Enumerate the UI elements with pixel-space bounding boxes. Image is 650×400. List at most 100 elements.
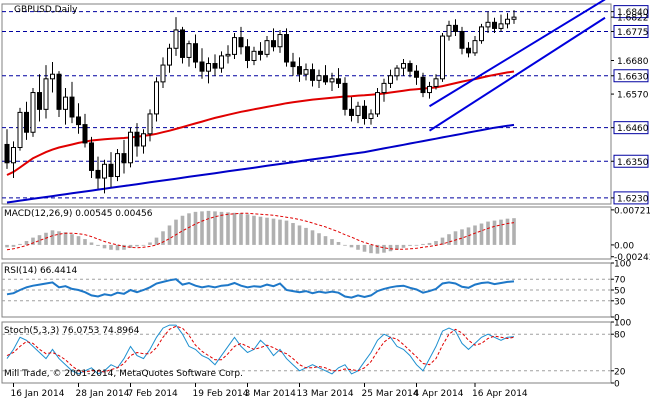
candle-body (4, 143, 10, 164)
macd-histogram-bar (278, 219, 282, 245)
macd-histogram-bar (349, 244, 354, 248)
macd-histogram-bar (460, 229, 464, 245)
price-label: 1.6350 (617, 158, 649, 168)
candle-body (479, 26, 484, 42)
candle-body (82, 124, 88, 144)
candle-body (69, 96, 75, 118)
candle-body (245, 46, 250, 61)
rsi-title: RSI(14) 66.4414 (4, 266, 77, 276)
macd-histogram-bar (258, 216, 263, 245)
candle-body (50, 73, 55, 80)
candle-body (147, 113, 153, 135)
trend-channel-line (428, 0, 606, 108)
macd-histogram-bar (83, 239, 87, 245)
macd-histogram-bar (232, 212, 237, 245)
price-label: 1.6630 (617, 72, 649, 82)
macd-histogram-bar (11, 244, 16, 247)
stoch-label: 100 (614, 319, 631, 329)
macd-label: 0.00721 (614, 206, 650, 216)
macd-histogram-bar (96, 244, 100, 246)
time-label: 7 Feb 2014 (128, 389, 179, 399)
macd-histogram-bar (70, 234, 74, 245)
candle-body (199, 61, 205, 72)
macd-histogram-bar (31, 237, 35, 245)
macd-histogram-bar (499, 219, 503, 245)
candle-body (277, 34, 283, 48)
macd-histogram-bar (375, 244, 380, 254)
rsi-label: 70 (614, 276, 626, 286)
candle-body (349, 108, 354, 116)
candle-body (212, 63, 218, 69)
candle-body (485, 21, 491, 28)
candle-body (316, 75, 322, 81)
candle-body (24, 111, 29, 133)
stoch-d-line (6, 325, 515, 373)
candle-body (193, 43, 198, 63)
candle-body (160, 64, 166, 83)
candle-body (368, 113, 374, 120)
candle-body (186, 43, 192, 58)
macd-histogram-bar (102, 244, 107, 249)
macd-histogram-bar (122, 244, 126, 250)
candle-body (362, 105, 367, 120)
candle-body (427, 85, 432, 94)
macd-histogram-bar (395, 244, 399, 250)
macd-label: 0.00 (614, 241, 634, 251)
macd-histogram-bar (167, 225, 172, 245)
time-label: 19 Feb 2014 (193, 389, 249, 399)
time-label: 16 Jan 2014 (11, 389, 65, 399)
time-label: 4 Apr 2014 (414, 389, 464, 399)
macd-pane-frame (1, 206, 612, 260)
macd-histogram-bar (479, 223, 484, 245)
price-label: 1.6680 (617, 57, 649, 67)
macd-histogram-bar (297, 225, 302, 245)
watermark: Mill Trade, © 2001-2014, MetaQuotes Soft… (4, 369, 243, 379)
candle-body (381, 82, 387, 94)
macd-histogram-bar (109, 244, 113, 250)
candle-body (219, 55, 224, 69)
candle-body (11, 147, 16, 164)
macd-histogram-bar (37, 235, 42, 245)
macd-histogram-bar (265, 217, 269, 245)
stoch-pane: 100 80 20 0 (1, 319, 631, 390)
macd-histogram-bar (408, 244, 412, 246)
macd-histogram-bar (252, 215, 256, 245)
candle-body (459, 30, 465, 49)
rsi-line (6, 278, 515, 299)
candle-body (472, 40, 478, 54)
macd-histogram-bar (245, 214, 250, 245)
macd-histogram-bar (356, 244, 360, 250)
time-label: 3 Mar 2014 (245, 389, 297, 399)
macd-histogram-bar (336, 241, 341, 245)
macd-histogram-bar (310, 230, 315, 245)
candle-body (407, 63, 413, 72)
macd-histogram-bar (388, 244, 393, 252)
macd-histogram-bar (239, 213, 243, 245)
macd-histogram-bar (421, 243, 425, 245)
macd-histogram-bar (128, 244, 133, 248)
macd-histogram-bar (50, 230, 55, 245)
macd-histogram-bar (219, 211, 224, 245)
candle-body (401, 63, 406, 69)
macd-histogram-bar (44, 232, 48, 245)
stoch-k-line (6, 324, 515, 375)
candle-body (310, 69, 315, 81)
moving-average-blue (6, 123, 515, 204)
candle-body (303, 69, 309, 75)
macd-histogram-bar (57, 231, 61, 245)
candle-body (56, 73, 62, 110)
macd-histogram-bar (362, 244, 367, 252)
time-label: 13 Mar 2014 (297, 389, 354, 399)
macd-histogram-bar (193, 211, 198, 245)
macd-histogram-bar (174, 219, 178, 245)
macd-histogram-bar (141, 244, 146, 246)
candle-body (446, 24, 452, 37)
price-label: 1.6840 (617, 8, 649, 18)
candle-body (17, 111, 23, 149)
macd-histogram-bar (213, 211, 217, 245)
candle-body (30, 92, 36, 133)
trend-channel-line (428, 16, 606, 132)
macd-histogram-bar (18, 243, 22, 245)
